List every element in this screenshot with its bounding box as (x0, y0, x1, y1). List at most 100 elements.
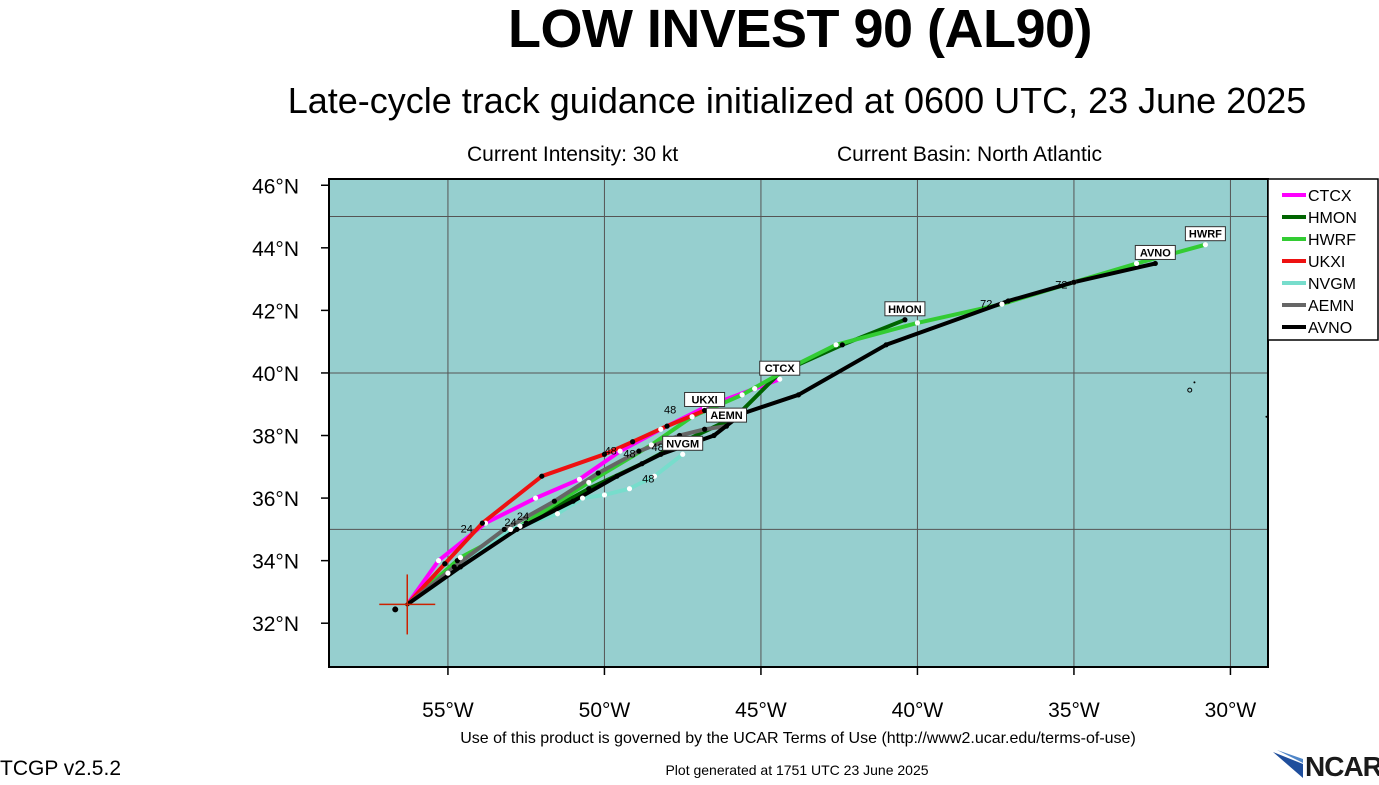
y-tick-label: 44°N (252, 238, 299, 261)
track-point (514, 526, 520, 532)
forecast-hour-label: 48 (623, 448, 635, 460)
forecast-hour-label: 24 (504, 517, 516, 529)
track-end-label: HMON (888, 304, 922, 316)
legend-label-hwrf: HWRF (1308, 232, 1356, 249)
track-point (442, 561, 448, 567)
y-tick-label: 42°N (252, 300, 299, 323)
track-point (579, 495, 586, 501)
x-tick-label: 50°W (579, 699, 631, 722)
track-point (711, 432, 717, 439)
track-point (532, 495, 539, 501)
track-end-label-box (1134, 244, 1176, 260)
track-point (507, 526, 514, 532)
track-point (630, 439, 636, 445)
forecast-hour-label: 24 (517, 511, 529, 523)
map-background (329, 179, 1268, 667)
track-point (554, 511, 561, 517)
track-end-label-box (884, 301, 926, 317)
track-point (739, 392, 745, 398)
track-point (614, 473, 620, 479)
track-point (435, 558, 442, 564)
track-point (576, 476, 583, 482)
ncar-logo-text: NCAR (1305, 751, 1379, 782)
plot-generated-timestamp: Plot generated at 1751 UTC 23 June 2025 (665, 762, 929, 778)
track-point (702, 426, 708, 432)
x-tick-label: 40°W (892, 699, 944, 722)
chart-subtitle: Late-cycle track guidance initialized at… (287, 80, 1307, 121)
chart-title: LOW INVEST 90 (AL90) (507, 0, 1093, 59)
legend-label-avno: AVNO (1308, 320, 1352, 337)
track-end-label: AEMN (710, 410, 742, 422)
track-point (752, 385, 758, 392)
x-tick-label: 55°W (422, 699, 474, 722)
forecast-hour-label: 48 (664, 405, 676, 417)
track-point (601, 451, 608, 457)
track-point (570, 498, 576, 504)
track-point (680, 451, 686, 457)
track-point (902, 317, 908, 323)
legend-label-aemn: AEMN (1308, 298, 1354, 315)
terms-of-use-notice: Use of this product is governed by the U… (460, 730, 1136, 747)
track-point (451, 564, 457, 570)
track-point (457, 554, 464, 561)
track-point (601, 492, 608, 498)
track-point (1202, 242, 1208, 248)
track-point (445, 570, 451, 576)
track-point (501, 526, 507, 532)
track-end-label-box (1184, 226, 1226, 242)
ncar-logo-swoosh-icon (1273, 750, 1303, 778)
forecast-hour-label: 72 (980, 298, 992, 310)
track-point (999, 301, 1005, 307)
island-marker (1187, 387, 1193, 393)
y-tick-label: 38°N (252, 426, 299, 449)
track-point (1005, 298, 1011, 304)
x-tick-label: 45°W (735, 699, 787, 722)
track-point (595, 470, 601, 476)
x-tick-label: 30°W (1205, 699, 1257, 722)
legend-label-nvgm: NVGM (1308, 276, 1356, 293)
track-point (617, 448, 623, 454)
track-end-label: UKXI (691, 394, 717, 406)
track-point (839, 342, 845, 348)
y-tick-label: 46°N (252, 175, 299, 198)
track-point (833, 342, 839, 348)
current-intensity-label: Current Intensity: 30 kt (467, 143, 679, 166)
current-basin-label: Current Basin: North Atlantic (837, 143, 1102, 166)
track-point (523, 520, 529, 526)
forecast-hour-label: 24 (461, 523, 473, 535)
track-point (651, 473, 658, 479)
forecast-hour-label: 48 (605, 445, 617, 457)
legend-label-ctcx: CTCX (1308, 188, 1352, 205)
track-point (551, 498, 557, 504)
track-point (626, 486, 633, 492)
track-end-label-box (662, 435, 704, 451)
track-point (586, 486, 592, 492)
forecast-hour-label: 48 (652, 442, 664, 454)
track-point (777, 376, 783, 382)
y-tick-label: 34°N (252, 551, 299, 574)
track-end-label: HWRF (1189, 229, 1222, 241)
grid-lines (329, 179, 1268, 667)
track-point (636, 448, 642, 454)
track-point (664, 423, 670, 429)
x-tick-label: 35°W (1048, 699, 1100, 722)
track-end-label-box (706, 407, 748, 423)
track-end-label: CTCX (765, 363, 796, 375)
forecast-hour-label: 48 (642, 473, 654, 485)
version-label: TCGP v2.5.2 (0, 757, 121, 780)
current-position-dot (392, 606, 399, 613)
island-marker (1265, 415, 1268, 418)
track-point (479, 520, 485, 526)
track-end-label-box (759, 360, 801, 376)
track-point (1071, 279, 1077, 285)
track-point (883, 342, 889, 348)
track-point (795, 392, 802, 398)
track-point (914, 320, 921, 326)
track-point (586, 479, 592, 486)
plot-frame (328, 178, 1269, 668)
track-point (702, 407, 708, 414)
track-point (639, 461, 645, 467)
legend-label-ukxi: UKXI (1308, 254, 1345, 271)
ncar-logo: NCAR (1273, 750, 1379, 782)
